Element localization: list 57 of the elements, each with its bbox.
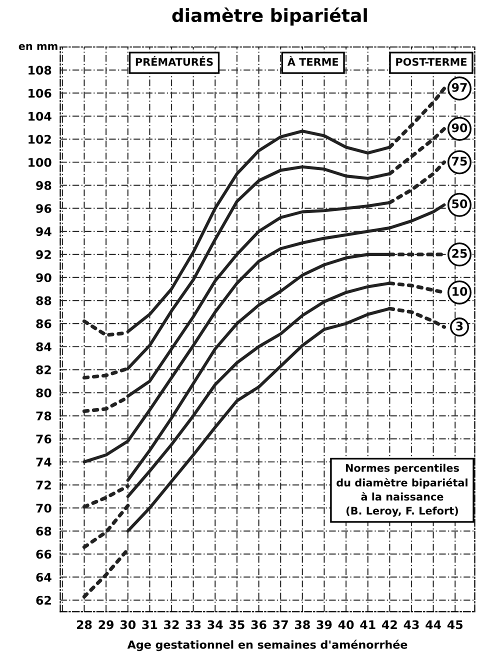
y-tick-label: 68 — [36, 526, 52, 536]
x-tick-label: 34 — [208, 620, 223, 630]
y-tick-label: 74 — [36, 458, 52, 466]
x-tick-label: 37 — [273, 620, 288, 630]
y-tick-label: 96 — [36, 204, 52, 213]
series-label: 97 — [452, 82, 467, 92]
y-tick-label: 94 — [36, 227, 52, 236]
x-tick-label: 30 — [120, 620, 136, 630]
y-tick-label: 98 — [36, 181, 52, 190]
y-tick-label: 92 — [36, 250, 51, 260]
x-tick-label: 35 — [230, 620, 244, 630]
annotation: Normes percentiles du diamètre bipariétal à la naissance (B. Leroy, F. Lefort) — [336, 464, 468, 517]
y-tick-label: 72 — [36, 480, 51, 490]
y-tick-label: 62 — [36, 596, 51, 605]
x-tick-label: 36 — [251, 620, 266, 630]
series-label: 10 — [452, 286, 468, 296]
x-tick-label: 44 — [426, 620, 441, 629]
y-tick-label: 100 — [28, 158, 52, 167]
y-tick-label: 86 — [36, 319, 52, 328]
y-tick-label: 76 — [36, 434, 52, 444]
annotation: À TERME — [287, 56, 338, 66]
y-tick-label: 78 — [36, 412, 52, 420]
x-tick-label: 28 — [76, 620, 92, 630]
x-tick-label: 39 — [316, 620, 332, 630]
y-tick-label: 64 — [36, 572, 52, 582]
y-tick-label: 82 — [36, 365, 51, 374]
series-label: 3 — [456, 322, 463, 330]
y-tick-label: 108 — [28, 66, 52, 75]
y-axis-title: en mm — [18, 44, 58, 50]
x-axis-title: Age gestationnel en semaines d'aménorrhée — [127, 640, 408, 652]
x-tick-label: 45 — [447, 620, 463, 630]
series-label: 50 — [452, 199, 468, 208]
annotation: POST-TERME — [396, 58, 467, 66]
y-tick-label: 80 — [36, 388, 52, 398]
series-label: 75 — [452, 156, 467, 166]
x-tick-label: 40 — [338, 620, 354, 630]
y-tick-label: 104 — [28, 112, 52, 121]
y-tick-label: 88 — [36, 296, 52, 306]
x-tick-label: 38 — [294, 620, 310, 630]
y-tick-label: 90 — [36, 273, 52, 282]
x-tick-label: 33 — [186, 620, 201, 630]
x-tick-label: 41 — [360, 620, 376, 629]
x-tick-label: 31 — [142, 620, 158, 630]
series-label: 90 — [452, 123, 468, 132]
x-tick-label: 29 — [98, 620, 114, 630]
annotation: PRÉMATURÉS — [136, 56, 213, 66]
chart-title: diamètre bipariétal — [172, 7, 367, 26]
x-tick-label: 42 — [382, 620, 397, 629]
y-tick-label: 102 — [28, 134, 51, 144]
x-tick-label: 43 — [404, 620, 419, 630]
line-series — [82, 203, 446, 464]
y-tick-label: 66 — [36, 550, 52, 559]
y-tick-label: 70 — [36, 504, 52, 513]
series-label: 25 — [452, 248, 467, 258]
y-tick-label: 106 — [28, 88, 52, 98]
x-tick-label: 32 — [164, 620, 179, 630]
y-tick-label: 84 — [36, 342, 52, 352]
